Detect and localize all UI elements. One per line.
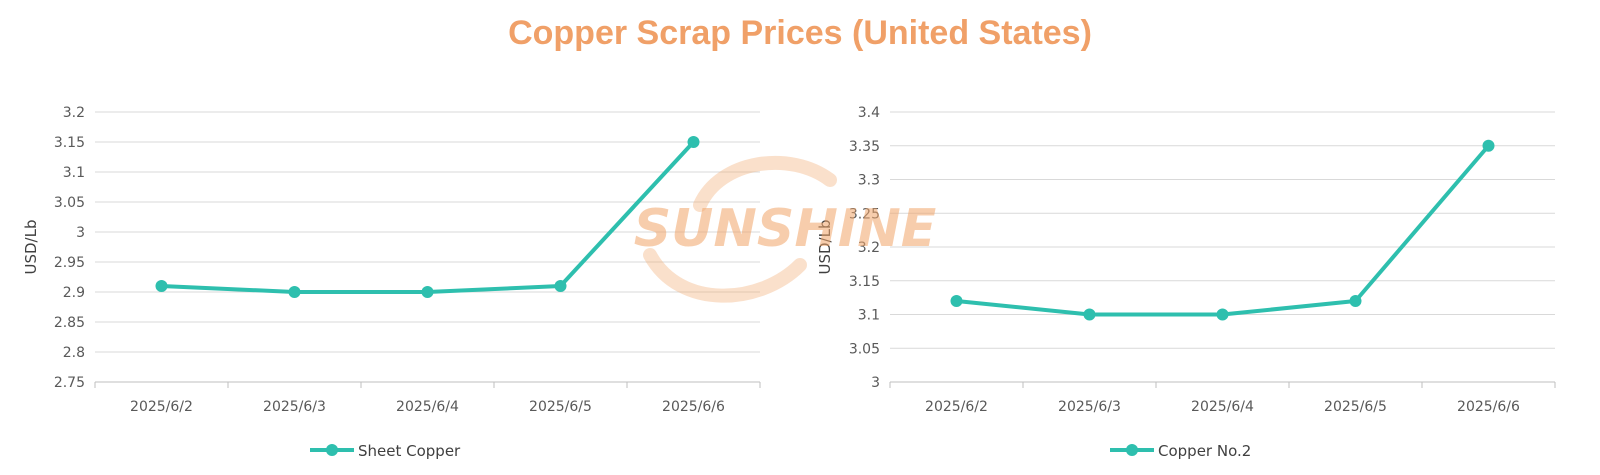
x-tick-label: 2025/6/3 — [1058, 399, 1121, 415]
x-tick-label: 2025/6/2 — [925, 399, 988, 415]
legend-marker — [326, 444, 338, 456]
data-point — [1482, 139, 1495, 152]
sunshine-watermark-logo: SUNSHINE — [634, 155, 937, 303]
y-axis-label: USD/Lb — [816, 220, 834, 275]
data-point — [288, 286, 301, 298]
x-tick-label: 2025/6/4 — [396, 399, 459, 415]
y-tick-label: 2.8 — [63, 345, 85, 361]
legend-marker — [1126, 444, 1138, 456]
series-line — [954, 143, 1491, 317]
data-point — [1216, 308, 1229, 321]
x-tick-label: 2025/6/3 — [263, 399, 326, 415]
y-tick-label: 3.4 — [858, 105, 880, 121]
x-tick-label: 2025/6/5 — [529, 399, 592, 415]
y-tick-label: 2.9 — [63, 285, 85, 301]
watermark-swoosh-upper — [693, 155, 837, 212]
x-tick-label: 2025/6/6 — [662, 399, 725, 415]
legend-label: Copper No.2 — [1158, 442, 1251, 460]
data-point — [1349, 295, 1362, 307]
y-tick-label: 2.75 — [54, 375, 85, 391]
watermark-text: SUNSHINE — [634, 199, 937, 259]
y-tick-label: 3.35 — [849, 139, 880, 155]
series-line — [159, 140, 696, 294]
y-tick-label: 3.3 — [858, 173, 880, 189]
chart-sheet-copper: 2.75 2.8 2.85 2.9 2.95 3 3.05 3.1 3.15 3.2 2025/6/… — [22, 105, 761, 460]
x-tick-label: 2025/6/5 — [1324, 399, 1387, 415]
y-tick-label: 3.2 — [63, 105, 85, 121]
chart-copper-no2: 3 3.05 3.1 3.15 3.2 3.25 3.3 3.35 3.4 2025/6/2 202… — [816, 105, 1556, 460]
y-tick-label: 3.1 — [63, 165, 85, 181]
data-point — [950, 295, 963, 307]
y-tick-label: 3.15 — [54, 135, 85, 151]
data-point — [687, 136, 700, 148]
y-axis-label: USD/Lb — [22, 220, 40, 275]
y-tick-label: 3 — [871, 375, 880, 391]
data-point — [1083, 308, 1096, 321]
x-tick-label: 2025/6/2 — [130, 399, 193, 415]
watermark-swoosh-lower — [643, 248, 807, 303]
data-point — [554, 280, 567, 292]
y-tick-label: 3.15 — [849, 274, 880, 290]
data-point — [421, 286, 434, 298]
x-tick-label: 2025/6/4 — [1191, 399, 1254, 415]
page-title: Copper Scrap Prices (United States) — [508, 14, 1092, 52]
y-tick-label: 2.85 — [54, 315, 85, 331]
y-tick-label: 3.2 — [858, 240, 880, 256]
y-tick-label: 3.05 — [849, 341, 880, 357]
data-point — [155, 280, 168, 292]
x-tick-label: 2025/6/6 — [1457, 399, 1520, 415]
y-tick-label: 3.25 — [849, 206, 880, 222]
y-tick-label: 2.95 — [54, 255, 85, 271]
y-tick-label: 3.1 — [858, 308, 880, 324]
legend-label: Sheet Copper — [358, 442, 461, 460]
y-tick-label: 3 — [76, 225, 85, 241]
y-tick-label: 3.05 — [54, 195, 85, 211]
